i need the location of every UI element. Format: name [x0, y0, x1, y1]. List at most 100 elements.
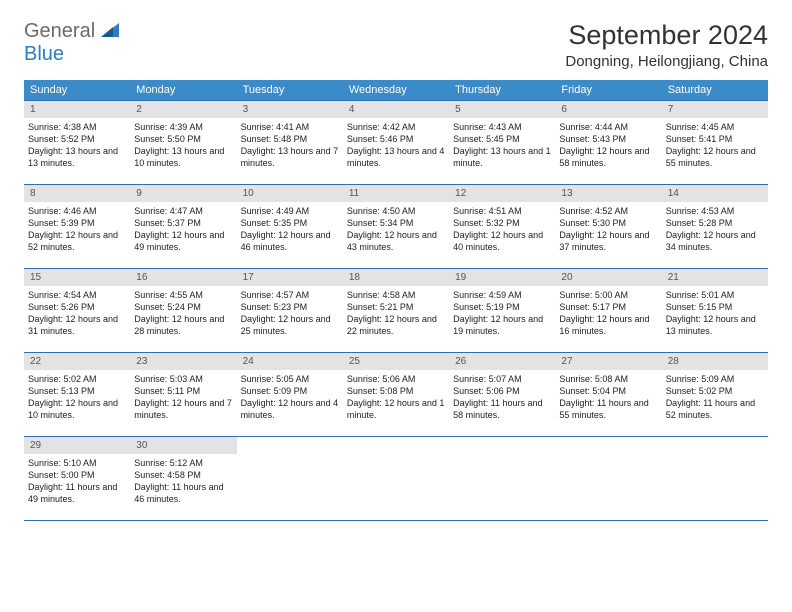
daylight-line: Daylight: 12 hours and 7 minutes. — [134, 397, 232, 421]
sunset-line: Sunset: 5:02 PM — [666, 385, 764, 397]
day-cell: 9Sunrise: 4:47 AMSunset: 5:37 PMDaylight… — [130, 185, 236, 269]
day-details: Sunrise: 4:44 AMSunset: 5:43 PMDaylight:… — [555, 118, 661, 174]
sunset-line: Sunset: 5:39 PM — [28, 217, 126, 229]
daylight-line: Daylight: 12 hours and 34 minutes. — [666, 229, 764, 253]
daylight-line: Daylight: 12 hours and 46 minutes. — [241, 229, 339, 253]
day-cell: 23Sunrise: 5:03 AMSunset: 5:11 PMDayligh… — [130, 353, 236, 437]
sunrise-line: Sunrise: 4:44 AM — [559, 121, 657, 133]
day-number: 19 — [449, 269, 555, 286]
calendar-body: 1Sunrise: 4:38 AMSunset: 5:52 PMDaylight… — [24, 101, 768, 521]
day-number: 27 — [555, 353, 661, 370]
sunrise-line: Sunrise: 4:45 AM — [666, 121, 764, 133]
sunrise-line: Sunrise: 4:59 AM — [453, 289, 551, 301]
day-cell: 7Sunrise: 4:45 AMSunset: 5:41 PMDaylight… — [662, 101, 768, 185]
day-details: Sunrise: 5:05 AMSunset: 5:09 PMDaylight:… — [237, 370, 343, 426]
day-cell: 5Sunrise: 4:43 AMSunset: 5:45 PMDaylight… — [449, 101, 555, 185]
daylight-line: Daylight: 13 hours and 1 minute. — [453, 145, 551, 169]
daylight-line: Daylight: 12 hours and 31 minutes. — [28, 313, 126, 337]
sunset-line: Sunset: 5:30 PM — [559, 217, 657, 229]
sunset-line: Sunset: 4:58 PM — [134, 469, 232, 481]
sunrise-line: Sunrise: 5:02 AM — [28, 373, 126, 385]
sunrise-line: Sunrise: 4:38 AM — [28, 121, 126, 133]
sunrise-line: Sunrise: 4:58 AM — [347, 289, 445, 301]
day-number: 6 — [555, 101, 661, 118]
empty-day-cell — [555, 437, 661, 521]
title-block: September 2024 Dongning, Heilongjiang, C… — [565, 20, 768, 76]
day-details: Sunrise: 5:12 AMSunset: 4:58 PMDaylight:… — [130, 454, 236, 510]
day-number: 13 — [555, 185, 661, 202]
sunrise-line: Sunrise: 4:53 AM — [666, 205, 764, 217]
sunrise-line: Sunrise: 5:00 AM — [559, 289, 657, 301]
sunset-line: Sunset: 5:34 PM — [347, 217, 445, 229]
day-details: Sunrise: 4:51 AMSunset: 5:32 PMDaylight:… — [449, 202, 555, 258]
empty-day-cell — [449, 437, 555, 521]
daylight-line: Daylight: 11 hours and 49 minutes. — [28, 481, 126, 505]
day-details: Sunrise: 4:59 AMSunset: 5:19 PMDaylight:… — [449, 286, 555, 342]
sunset-line: Sunset: 5:17 PM — [559, 301, 657, 313]
sunset-line: Sunset: 5:43 PM — [559, 133, 657, 145]
logo-triangle-icon — [101, 23, 119, 37]
sunset-line: Sunset: 5:06 PM — [453, 385, 551, 397]
day-number: 16 — [130, 269, 236, 286]
day-details: Sunrise: 5:01 AMSunset: 5:15 PMDaylight:… — [662, 286, 768, 342]
daylight-line: Daylight: 11 hours and 55 minutes. — [559, 397, 657, 421]
day-details: Sunrise: 4:38 AMSunset: 5:52 PMDaylight:… — [24, 118, 130, 174]
sunrise-line: Sunrise: 4:49 AM — [241, 205, 339, 217]
sunset-line: Sunset: 5:52 PM — [28, 133, 126, 145]
sunrise-line: Sunrise: 4:50 AM — [347, 205, 445, 217]
day-details: Sunrise: 5:00 AMSunset: 5:17 PMDaylight:… — [555, 286, 661, 342]
sunset-line: Sunset: 5:46 PM — [347, 133, 445, 145]
day-number: 2 — [130, 101, 236, 118]
day-cell: 4Sunrise: 4:42 AMSunset: 5:46 PMDaylight… — [343, 101, 449, 185]
empty-day-cell — [343, 437, 449, 521]
day-details: Sunrise: 4:43 AMSunset: 5:45 PMDaylight:… — [449, 118, 555, 174]
daylight-line: Daylight: 13 hours and 13 minutes. — [28, 145, 126, 169]
sunset-line: Sunset: 5:23 PM — [241, 301, 339, 313]
day-number: 9 — [130, 185, 236, 202]
day-cell: 12Sunrise: 4:51 AMSunset: 5:32 PMDayligh… — [449, 185, 555, 269]
day-number: 23 — [130, 353, 236, 370]
day-details: Sunrise: 4:53 AMSunset: 5:28 PMDaylight:… — [662, 202, 768, 258]
day-details: Sunrise: 5:09 AMSunset: 5:02 PMDaylight:… — [662, 370, 768, 426]
week-row: 15Sunrise: 4:54 AMSunset: 5:26 PMDayligh… — [24, 269, 768, 353]
daylight-line: Daylight: 11 hours and 58 minutes. — [453, 397, 551, 421]
day-details: Sunrise: 4:46 AMSunset: 5:39 PMDaylight:… — [24, 202, 130, 258]
day-cell: 14Sunrise: 4:53 AMSunset: 5:28 PMDayligh… — [662, 185, 768, 269]
logo-line1: General — [24, 20, 95, 42]
daylight-line: Daylight: 12 hours and 58 minutes. — [559, 145, 657, 169]
dow-cell: Tuesday — [237, 80, 343, 101]
dow-cell: Wednesday — [343, 80, 449, 101]
day-cell: 28Sunrise: 5:09 AMSunset: 5:02 PMDayligh… — [662, 353, 768, 437]
sunrise-line: Sunrise: 4:46 AM — [28, 205, 126, 217]
daylight-line: Daylight: 12 hours and 1 minute. — [347, 397, 445, 421]
sunrise-line: Sunrise: 5:06 AM — [347, 373, 445, 385]
day-number: 14 — [662, 185, 768, 202]
daylight-line: Daylight: 12 hours and 37 minutes. — [559, 229, 657, 253]
calendar-table: SundayMondayTuesdayWednesdayThursdayFrid… — [24, 80, 768, 521]
header-row: General Blue September 2024 Dongning, He… — [24, 20, 768, 76]
day-details: Sunrise: 4:42 AMSunset: 5:46 PMDaylight:… — [343, 118, 449, 174]
day-number: 4 — [343, 101, 449, 118]
day-details: Sunrise: 4:47 AMSunset: 5:37 PMDaylight:… — [130, 202, 236, 258]
daylight-line: Daylight: 12 hours and 10 minutes. — [28, 397, 126, 421]
daylight-line: Daylight: 12 hours and 43 minutes. — [347, 229, 445, 253]
day-number: 17 — [237, 269, 343, 286]
empty-day-cell — [662, 437, 768, 521]
day-cell: 19Sunrise: 4:59 AMSunset: 5:19 PMDayligh… — [449, 269, 555, 353]
sunrise-line: Sunrise: 5:03 AM — [134, 373, 232, 385]
sunrise-line: Sunrise: 5:08 AM — [559, 373, 657, 385]
day-cell: 2Sunrise: 4:39 AMSunset: 5:50 PMDaylight… — [130, 101, 236, 185]
daylight-line: Daylight: 12 hours and 55 minutes. — [666, 145, 764, 169]
day-number: 20 — [555, 269, 661, 286]
sunset-line: Sunset: 5:35 PM — [241, 217, 339, 229]
sunset-line: Sunset: 5:37 PM — [134, 217, 232, 229]
day-details: Sunrise: 5:02 AMSunset: 5:13 PMDaylight:… — [24, 370, 130, 426]
sunrise-line: Sunrise: 5:09 AM — [666, 373, 764, 385]
daylight-line: Daylight: 12 hours and 40 minutes. — [453, 229, 551, 253]
sunrise-line: Sunrise: 5:12 AM — [134, 457, 232, 469]
day-number: 1 — [24, 101, 130, 118]
daylight-line: Daylight: 13 hours and 10 minutes. — [134, 145, 232, 169]
daylight-line: Daylight: 12 hours and 22 minutes. — [347, 313, 445, 337]
day-details: Sunrise: 4:57 AMSunset: 5:23 PMDaylight:… — [237, 286, 343, 342]
day-details: Sunrise: 4:58 AMSunset: 5:21 PMDaylight:… — [343, 286, 449, 342]
